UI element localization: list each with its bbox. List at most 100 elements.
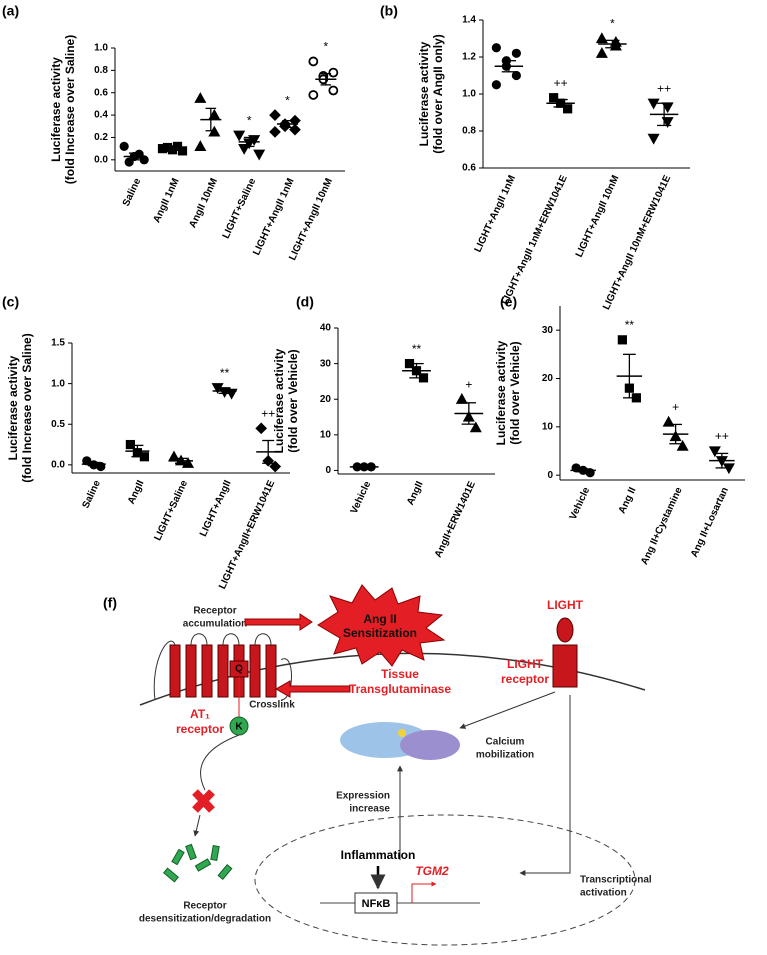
label: receptor [501,672,549,686]
line [200,734,240,791]
panel-label: (f) [103,595,117,611]
label: AT₁ [190,707,210,721]
annotation: ** [625,318,635,332]
point [328,67,339,78]
arrow [519,695,571,876]
point [253,149,266,161]
y-axis-label: (fold Increase over Saline) [20,333,34,482]
y-axis-label: (fold Increase over Saline) [63,35,77,184]
point [647,133,660,145]
y-axis-label: (fold over Vehicle) [508,341,522,444]
annotation: * [285,93,290,107]
x-tick-label: AngII [405,480,426,508]
chart: (d) 0 10 20 30 40 Luciferase activity (fold ove… [272,294,495,560]
x-tick-label: Saline [121,176,144,208]
y-tick-label: 1.2 [462,52,476,63]
point [167,450,181,462]
y-tick-label: 30 [542,325,554,336]
point [676,439,689,451]
y-tick-label: 1.0 [51,378,65,389]
arrow [411,881,437,903]
point [563,104,573,114]
at1-receptor-shape [153,633,292,701]
label: activation [580,888,627,899]
point [661,117,674,128]
light-receptor-shape [552,617,578,688]
label: Crosslink [249,700,295,711]
point [308,56,319,67]
panel-label: (e) [500,294,517,310]
arrow [193,814,201,837]
label: mobilization [476,750,534,761]
y-tick-label: 0.4 [94,110,108,121]
point [511,48,521,58]
y-axis-label: Luciferase activity [272,348,286,453]
diagram: (f) Receptor accumulation Ang II Sensiti… [103,584,652,946]
annotation: ++ [261,406,275,420]
annotation: + [465,377,472,391]
x-tick-label: LIGHT+AngII 1nM [251,177,296,257]
nucleus [254,814,636,946]
y-tick-label: 0.8 [94,65,108,76]
y-tick-label: 1.5 [51,338,65,349]
x-tick-label: Saline [80,478,103,510]
annotation: ++ [657,81,671,95]
point [647,98,660,110]
label: Receptor [183,901,226,912]
x-tick-label: Ang II+Losartan [689,486,731,559]
label: Tissue [381,667,419,681]
label: increase [349,804,390,815]
y-axis-label: Luciferase activity [417,41,431,146]
point [269,126,281,138]
label: K [235,722,243,733]
point [511,70,521,81]
label: Sensitization [343,626,417,640]
label: LIGHT [507,657,544,671]
label: Transcriptional [580,875,652,886]
y-tick-label: 0 [325,465,331,476]
point [194,140,207,151]
label: receptor [176,722,224,736]
point [255,422,268,435]
y-axis-label: Luciferase activity [6,355,20,460]
point [595,32,608,44]
arrow [244,613,313,631]
x-tick-label: AngII [126,479,147,507]
x-tick-label: LIGHT+AngII [198,479,234,539]
x-tick-label: Ang II [617,486,639,516]
x-tick-label: AngII+ERW1401E [433,479,478,559]
annotation: + [672,400,679,414]
point [595,47,608,58]
annotation: * [247,113,252,127]
label: LIGHT [547,598,584,612]
x-tick-label: LIGHT+AngII 10nM [574,174,622,259]
y-tick-label: 0.8 [462,126,476,137]
label: TGM2 [415,864,449,878]
y-tick-label: 10 [320,429,332,440]
y-axis-label: Luciferase activity [494,340,508,445]
point [708,446,721,458]
point [289,123,301,136]
y-tick-label: 20 [320,394,332,405]
fragments [163,843,233,883]
y-tick-label: 1.0 [94,43,108,54]
point [269,109,281,121]
label: Expression [336,791,390,802]
annotation: ** [220,366,230,380]
annotation: ++ [715,429,729,443]
y-tick-label: 1.4 [462,15,476,26]
label: desensitization/degradation [139,914,271,925]
x-tick-label: LIGHT+Saline [153,478,191,542]
x-tick-label: AngII 1nM [151,177,181,225]
y-tick-label: 0.0 [51,460,65,471]
x-mark [192,789,215,813]
x-tick-label: LIGHT+AngII 10nM [287,177,335,262]
x-tick-label: Vehicle [349,479,374,515]
y-axis-label: Luciferase activity [49,57,63,162]
arrow [274,680,351,698]
label: accumulation [183,619,247,630]
point [328,85,339,96]
protein [340,722,460,760]
